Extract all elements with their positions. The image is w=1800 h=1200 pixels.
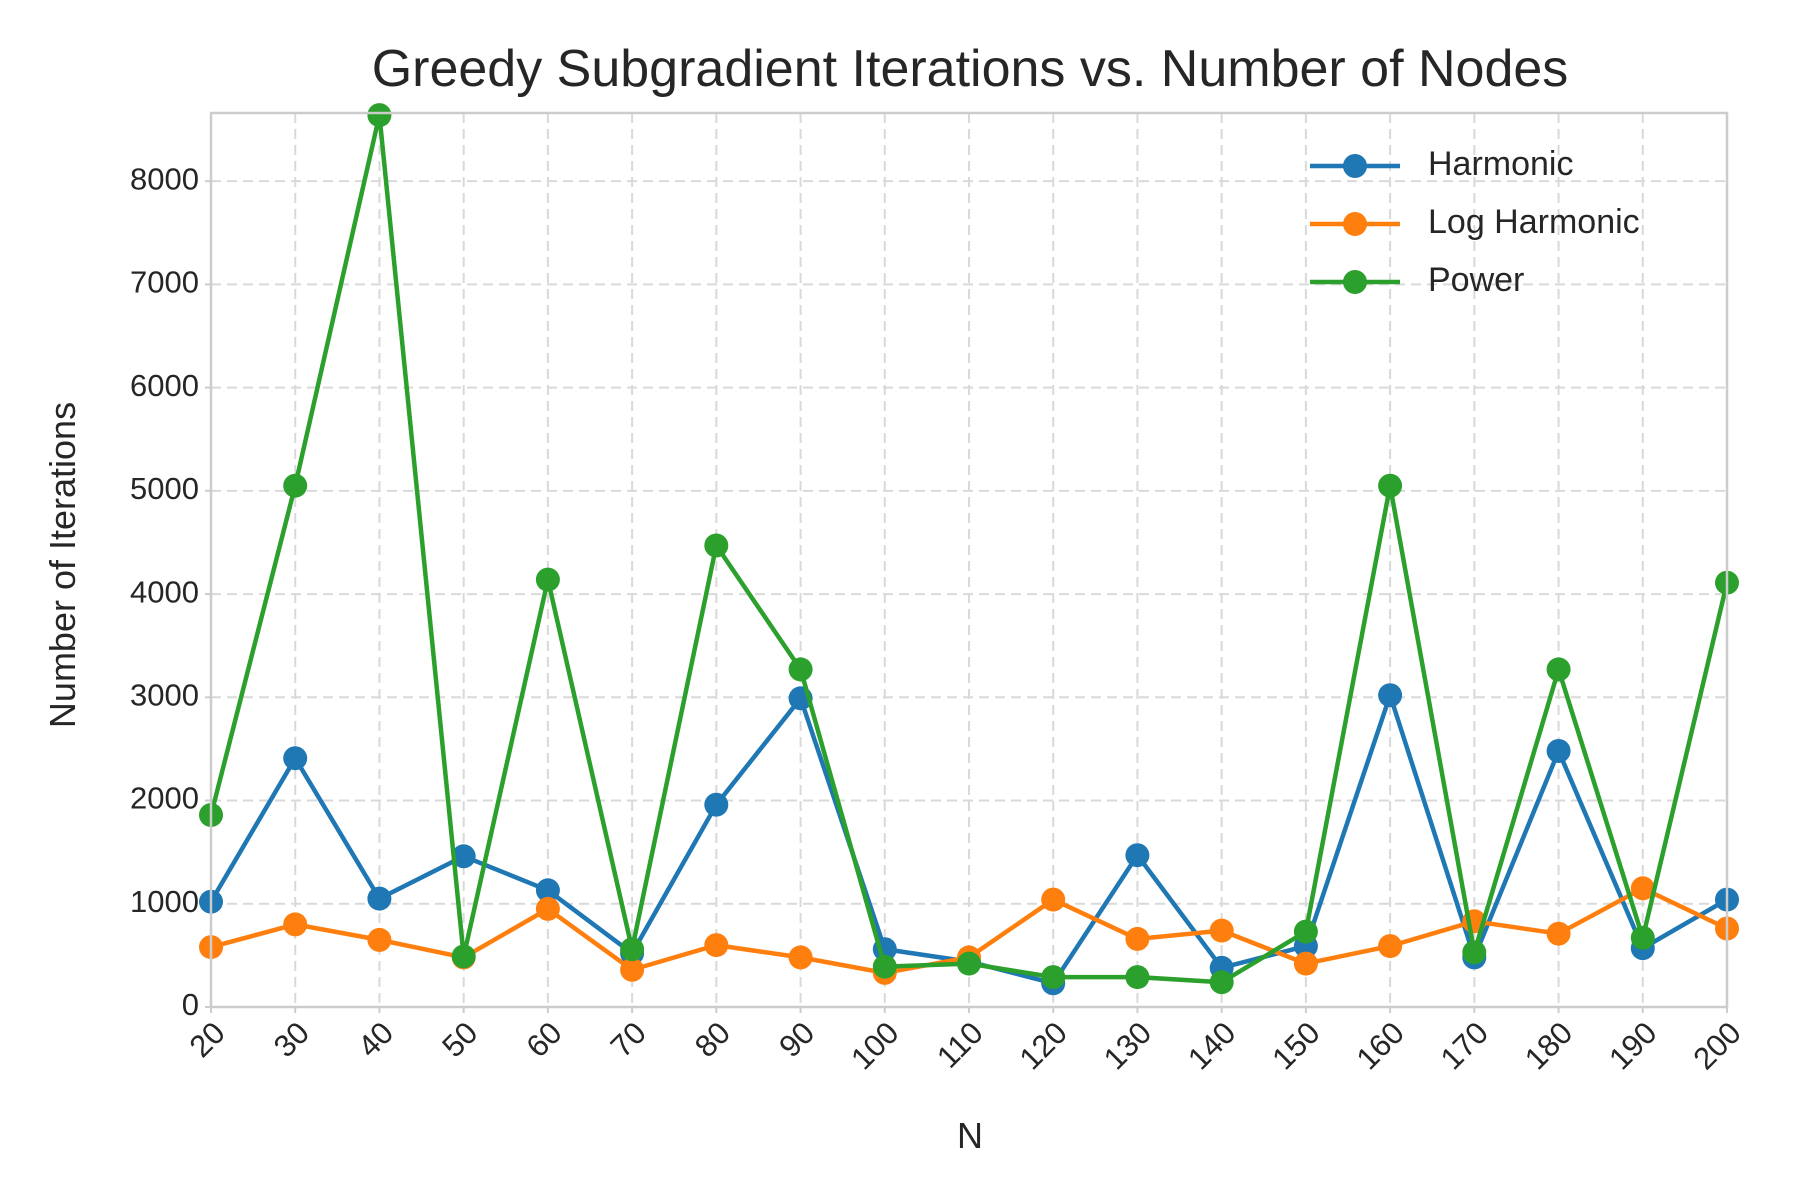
data-point-power (451, 944, 476, 969)
data-point-log-harmonic (367, 927, 392, 952)
y-tick-label: 3000 (130, 677, 199, 712)
legend-marker (1343, 270, 1367, 294)
legend-item-log-harmonic: Log Harmonic (1310, 203, 1640, 241)
legend-item-harmonic: Harmonic (1310, 145, 1573, 183)
y-tick-label: 7000 (130, 265, 199, 300)
y-axis-label: Number of Iterations (42, 402, 83, 728)
data-point-power (1378, 473, 1403, 498)
data-point-harmonic (535, 878, 560, 903)
y-tick-label: 0 (182, 987, 199, 1022)
data-point-power (283, 473, 308, 498)
data-point-log-harmonic (788, 945, 813, 970)
data-point-power (535, 567, 560, 592)
chart-title: Greedy Subgradient Iterations vs. Number… (372, 40, 1569, 98)
data-point-log-harmonic (704, 933, 729, 958)
data-point-power (1041, 965, 1066, 990)
grid (210, 113, 1728, 1007)
legend-marker (1343, 154, 1367, 178)
data-point-power (620, 937, 645, 962)
data-point-power (1209, 970, 1234, 995)
data-point-log-harmonic (535, 896, 560, 921)
data-point-power (788, 657, 813, 682)
y-tick-label: 1000 (130, 884, 199, 919)
data-point-harmonic (1546, 739, 1571, 763)
legend-item-power: Power (1310, 261, 1524, 299)
legend: Harmonic Log Harmonic Power (1310, 145, 1640, 299)
y-tick-label: 6000 (130, 368, 199, 403)
data-point-log-harmonic (620, 957, 645, 982)
data-point-log-harmonic (1125, 926, 1150, 951)
data-point-harmonic (1378, 683, 1403, 708)
y-tick-label: 5000 (130, 471, 199, 506)
data-point-harmonic (451, 844, 476, 869)
data-point-power (872, 954, 897, 979)
legend-label: Power (1428, 261, 1524, 299)
data-point-power (1546, 657, 1571, 682)
data-point-log-harmonic (1041, 887, 1066, 912)
data-point-power (367, 103, 392, 128)
plot-frame (209, 111, 1729, 1009)
data-point-power (957, 951, 981, 976)
series-group (199, 103, 1739, 996)
data-point-log-harmonic (1378, 934, 1403, 959)
y-tick-label: 8000 (130, 161, 199, 196)
y-tick-label: 4000 (130, 574, 199, 609)
data-point-log-harmonic (1630, 876, 1655, 901)
data-point-power (1125, 965, 1150, 990)
data-point-log-harmonic (1293, 951, 1318, 976)
data-point-harmonic (283, 746, 308, 771)
x-axis-label: N (957, 1115, 983, 1156)
legend-label: Log Harmonic (1428, 203, 1640, 241)
y-tick-label: 2000 (130, 781, 199, 816)
data-point-log-harmonic (283, 912, 308, 937)
data-point-power (1293, 919, 1318, 944)
data-point-harmonic (367, 886, 392, 911)
data-point-log-harmonic (1546, 921, 1571, 946)
legend-label: Harmonic (1428, 145, 1573, 183)
data-point-power (1630, 925, 1655, 950)
data-point-power (704, 533, 729, 558)
data-point-harmonic (1125, 843, 1150, 868)
data-point-log-harmonic (1209, 918, 1234, 943)
legend-marker (1343, 212, 1367, 236)
data-point-power (1462, 940, 1487, 965)
series-power (199, 103, 1739, 995)
data-point-harmonic (704, 792, 729, 817)
